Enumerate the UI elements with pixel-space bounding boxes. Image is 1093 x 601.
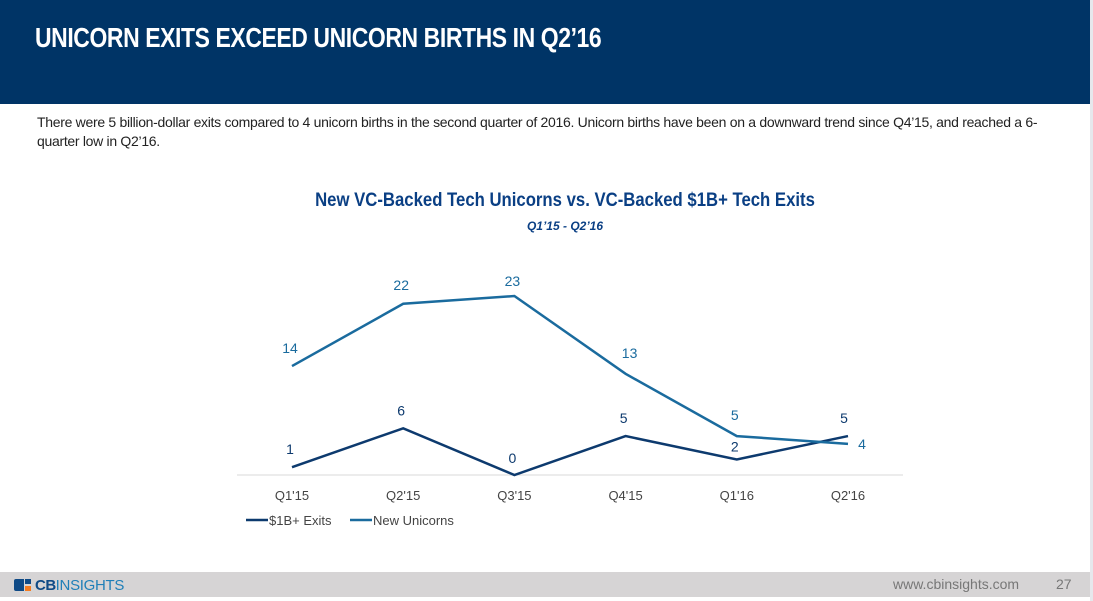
x-tick-label: Q4'15 bbox=[608, 488, 642, 503]
series-layer bbox=[291, 294, 849, 477]
slide-title: UNICORN EXITS EXCEED UNICORN BIRTHS IN Q… bbox=[35, 22, 602, 53]
data-label: 6 bbox=[397, 402, 405, 418]
chart-title: New VC-Backed Tech Unicorns vs. VC-Backe… bbox=[315, 190, 815, 211]
series-line-new-unicorns bbox=[291, 294, 849, 446]
footer-bar: CB INSIGHTS www.cbinsights.com 27 bbox=[0, 572, 1090, 597]
legend-label: New Unicorns bbox=[373, 513, 454, 528]
x-tick-label: Q2'15 bbox=[386, 488, 420, 503]
x-tick-label: Q1'15 bbox=[275, 488, 309, 503]
series-line-1b-exits bbox=[291, 426, 849, 477]
x-tick-label: Q2'16 bbox=[831, 488, 865, 503]
data-label: 0 bbox=[509, 450, 517, 466]
chart-subtitle: Q1’15 - Q2’16 bbox=[526, 219, 604, 233]
legend: $1B+ Exits New Unicorns bbox=[246, 513, 454, 528]
legend-label: $1B+ Exits bbox=[269, 513, 332, 528]
data-label: 1 bbox=[286, 441, 294, 457]
page-number: 27 bbox=[1056, 576, 1072, 592]
x-tick-label: Q1'16 bbox=[720, 488, 754, 503]
header-bar: UNICORN EXITS EXCEED UNICORN BIRTHS IN Q… bbox=[0, 0, 1090, 104]
data-label: 22 bbox=[393, 277, 409, 293]
data-label: 5 bbox=[840, 410, 848, 426]
data-label: 4 bbox=[858, 436, 866, 452]
slide-description: There were 5 billion-dollar exits compar… bbox=[37, 114, 1038, 149]
footer-url[interactable]: www.cbinsights.com bbox=[893, 576, 1020, 592]
data-label: 2 bbox=[731, 438, 739, 454]
data-label: 5 bbox=[731, 407, 739, 423]
data-label: 5 bbox=[620, 410, 628, 426]
data-label: 14 bbox=[282, 340, 298, 356]
logo-text-bold: CB bbox=[35, 576, 56, 594]
x-tick-label: Q3'15 bbox=[497, 488, 531, 503]
cbinsights-logo: CB INSIGHTS bbox=[14, 576, 125, 594]
x-tick-layer: Q1'15 Q2'15 Q3'15 Q4'15 Q1'16 Q2'16 bbox=[275, 488, 865, 503]
data-label: 13 bbox=[622, 345, 638, 361]
logo-text-light: INSIGHTS bbox=[55, 576, 125, 594]
data-label: 23 bbox=[505, 273, 521, 289]
cbinsights-logo-icon bbox=[14, 579, 32, 591]
